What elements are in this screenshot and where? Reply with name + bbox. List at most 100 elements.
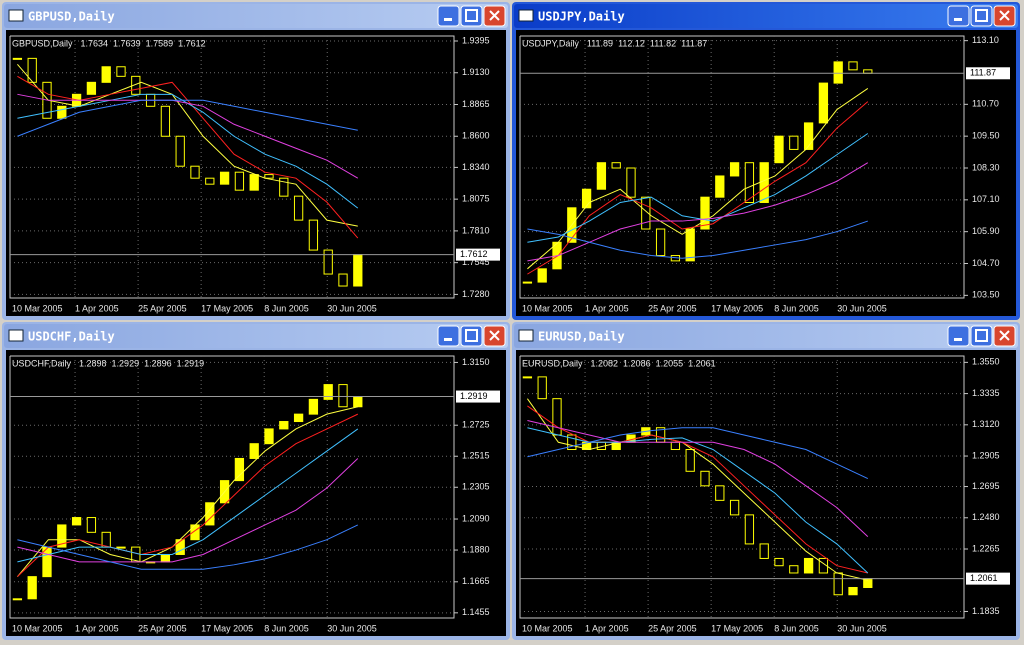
ohlc-value: 1.2086 [623,358,651,368]
candle [611,162,621,169]
chart-background [516,350,1016,636]
candle [308,398,319,415]
chart-window: USDJPY,Daily 113.10 110.70 109.50 108.30 107.… [512,2,1020,320]
x-tick-label: 25 Apr 2005 [648,623,697,633]
candle [27,57,37,83]
candle [190,165,200,179]
ohlc-value: 1.2055 [656,358,684,368]
moving-average [17,93,359,179]
chart-header: USDCHF,Daily [12,358,72,368]
y-tick-label: 1.8865 [462,99,490,109]
candle [160,105,171,137]
x-tick-label: 25 Apr 2005 [138,623,187,633]
y-tick-label: 1.8075 [462,194,490,204]
ohlc-value: 112.12 [618,38,645,48]
y-tick-label: 1.2725 [462,420,490,430]
candle [522,281,533,284]
moving-average [527,427,869,574]
candle [205,177,215,185]
candle [848,61,858,71]
candle [685,228,695,262]
candle [293,413,304,423]
x-tick-label: 1 Apr 2005 [75,623,119,633]
axis-frame [9,355,455,619]
candle [581,441,592,451]
y-tick-label: 1.7545 [462,257,490,267]
moving-average [527,405,868,574]
x-tick-label: 1 Apr 2005 [585,623,629,633]
button-glyph [444,18,452,21]
chart-header: GBPUSD,Daily [12,38,73,48]
candle [57,105,67,119]
y-tick-label: 107.10 [972,194,1000,204]
x-tick-label: 10 Mar 2005 [522,623,573,633]
candle [596,162,607,190]
candle [655,228,666,257]
button-glyph [444,338,452,341]
chart-background [6,30,506,316]
last-price-label: 1.2919 [460,391,488,401]
candle [249,443,259,459]
candle [818,557,829,574]
x-tick-label: 17 May 2005 [711,303,763,313]
last-price-box [456,390,500,403]
candle [759,162,769,203]
window-icon [518,9,534,22]
candle [12,598,23,601]
minimize-button[interactable] [947,5,970,27]
candle [537,268,547,283]
candle [833,572,843,596]
candle [729,499,740,516]
candle [789,565,799,574]
last-price-label: 1.2061 [970,573,998,583]
moving-average [17,64,358,227]
ohlc-value: 1.7589 [146,38,174,48]
last-price-box [966,572,1010,585]
candle [833,61,843,84]
axis-frame [9,35,455,299]
y-tick-label: 1.1455 [462,607,490,617]
y-tick-label: 1.2305 [462,482,490,492]
button-glyph [465,9,478,22]
ohlc-value: 1.2896 [144,358,172,368]
ohlc-value: 1.2061 [688,358,716,368]
candle [12,57,23,60]
candle [175,135,185,167]
title-bar [514,324,1018,348]
title-bar [4,324,508,348]
candle [744,162,755,203]
candle [581,188,592,209]
candle [626,167,636,198]
candle [641,196,651,230]
candle [279,421,289,430]
chart-background [6,350,506,636]
window-title: EURUSD,Daily [538,330,625,344]
x-tick-label: 8 Jun 2005 [264,623,309,633]
chart-window: GBPUSD,Daily 1.9395 1.9130 1.8865 1.8600 1.83… [2,2,510,320]
chart-header: USDJPY,Daily [522,38,579,48]
button-glyph [954,338,962,341]
ohlc-value: 1.7612 [178,38,206,48]
minimize-button[interactable] [437,325,460,347]
candle [27,576,37,600]
y-tick-label: 1.8340 [462,162,490,172]
moving-average [527,133,869,243]
y-tick-label: 103.50 [972,290,1000,300]
x-tick-label: 1 Apr 2005 [75,303,119,313]
candle [116,546,126,549]
button-glyph [975,9,988,22]
title-bar [514,4,1018,28]
chart-window: EURUSD,Daily 1.3550 1.3335 1.3120 1.2905 1.26… [512,322,1020,640]
candle [279,177,289,197]
candle [567,434,577,451]
moving-average [527,427,869,480]
x-tick-label: 17 May 2005 [201,623,253,633]
minimize-button[interactable] [437,5,460,27]
window-icon [8,329,24,342]
minimize-button[interactable] [947,325,970,347]
y-tick-label: 1.7280 [462,289,490,299]
button-glyph [465,329,478,342]
candle [774,135,784,164]
x-tick-label: 10 Mar 2005 [12,303,63,313]
